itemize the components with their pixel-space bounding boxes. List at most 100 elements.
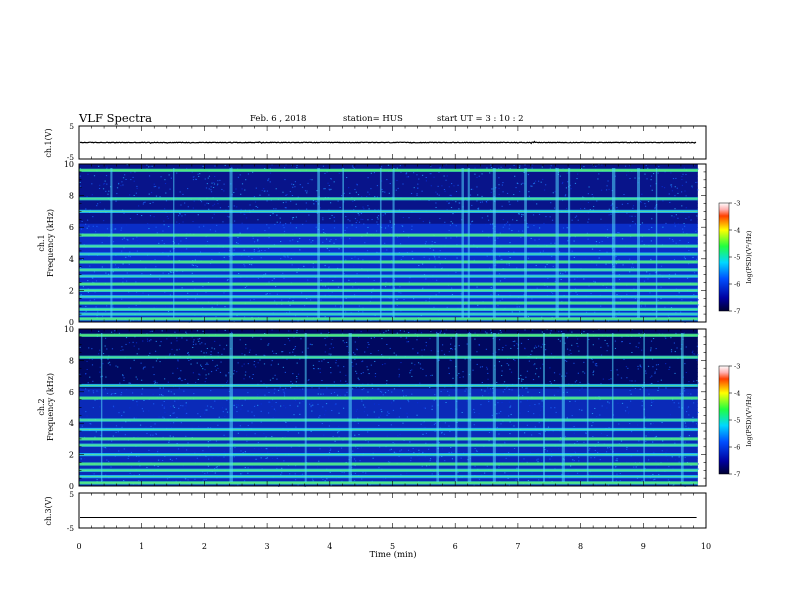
spectrogram-speckle (441, 455, 443, 457)
spectrogram-speckle (254, 201, 257, 203)
spectrogram-speckle (417, 352, 419, 354)
spectrogram-speckle (649, 185, 652, 187)
spectrogram-speckle (639, 388, 641, 390)
spectrogram-speckle (450, 194, 453, 196)
spectrogram-speckle (184, 408, 186, 410)
spectrogram-speckle (141, 379, 143, 381)
spectrogram-speckle (390, 424, 392, 426)
spectrogram-speckle (677, 192, 679, 194)
spectrogram-speckle (509, 421, 511, 423)
spectrogram-burst (317, 168, 320, 318)
spectrogram-speckle (376, 221, 378, 223)
spectrogram-speckle (687, 392, 689, 394)
spectrogram-speckle (123, 411, 125, 413)
spectrogram-speckle (257, 229, 259, 231)
spectrogram-speckle (601, 240, 603, 242)
spectrogram-background-row (79, 329, 698, 334)
spectrogram-speckle (287, 338, 290, 340)
spectrogram-speckle (164, 179, 166, 181)
spectrogram-speckle (694, 353, 696, 355)
chart-title: VLF Spectra (79, 111, 153, 125)
spectrogram-speckle (594, 281, 596, 283)
spectrogram-speckle (469, 223, 472, 225)
spectrogram-speckle (357, 447, 359, 449)
spectrogram-speckle (219, 179, 221, 181)
spectrogram-speckle (228, 391, 231, 393)
spectrogram-speckle (80, 458, 82, 460)
spectrogram-speckle (486, 465, 488, 467)
spectrogram-speckle (177, 448, 180, 450)
spectrogram-speckle (263, 188, 265, 190)
spectrogram-speckle (456, 257, 458, 259)
spectrogram-speckle (132, 176, 134, 178)
spectrogram-speckle (284, 207, 286, 209)
spectrogram-speckle (188, 484, 191, 486)
spectrogram-speckle (659, 421, 661, 423)
spectrogram-speckle (447, 390, 449, 392)
spectrogram-speckle (644, 370, 647, 372)
spectrogram-speckle (292, 186, 294, 188)
spectrogram-speckle (443, 175, 445, 177)
spectrogram-speckle (153, 186, 155, 188)
spectrogram-speckle (500, 365, 503, 367)
spectrogram-speckle (378, 467, 380, 469)
spectrogram-speckle (508, 264, 510, 266)
spectrogram-speckle (255, 187, 257, 189)
spectrogram-speckle (176, 443, 178, 445)
spectrogram-speckle (417, 187, 419, 189)
spectrogram-speckle (620, 440, 623, 442)
spectrogram-speckle (652, 422, 655, 424)
spectrogram-speckle (207, 203, 210, 205)
spectrogram-speckle (212, 407, 214, 409)
spectrogram-speckle (79, 181, 81, 183)
spectrogram-speckle (491, 250, 493, 252)
spectrogram-speckle (221, 407, 224, 409)
spectrogram-speckle (291, 194, 294, 196)
spectrogram-speckle (497, 294, 500, 296)
spectrogram-speckle (648, 393, 650, 395)
spectrogram-speckle (197, 413, 199, 415)
spectrogram-speckle (245, 217, 248, 219)
spectrogram-speckle (402, 422, 404, 424)
spectrogram-speckle (144, 366, 146, 368)
spectrogram-speckle (174, 400, 176, 402)
spectrogram-speckle (386, 249, 388, 251)
spectrogram-speckle (176, 221, 178, 223)
spectrogram-background-row (79, 203, 698, 208)
spectrogram-speckle (80, 228, 83, 230)
spectrogram-speckle (454, 345, 456, 347)
spectrogram-speckle (318, 387, 320, 389)
spectrogram-speckle (334, 404, 336, 406)
spectrogram-speckle (173, 354, 176, 356)
spectrogram-speckle (448, 202, 450, 204)
spectrogram-speckle (508, 228, 510, 230)
spectrogram-speckle (224, 415, 226, 417)
frequency-tick-label: 4 (69, 255, 74, 264)
spectrogram-speckle (640, 201, 642, 203)
spectrogram-speckle (281, 351, 283, 353)
spectrogram-speckle (183, 390, 185, 392)
spectrogram-speckle (307, 379, 309, 381)
spectrogram-speckle (120, 185, 122, 187)
spectrogram-speckle (122, 281, 124, 283)
spectrogram-speckle (207, 427, 209, 429)
spectrogram-speckle (326, 478, 328, 480)
spectrogram-speckle (641, 222, 644, 224)
spectrogram-speckle (249, 264, 251, 266)
spectrogram-speckle (392, 441, 394, 443)
spectrogram-speckle (100, 376, 102, 378)
spectrogram-speckle (246, 285, 248, 287)
spectrogram-speckle (400, 259, 402, 261)
spectrogram-speckle (118, 182, 120, 184)
spectrogram-speckle (367, 431, 369, 433)
spectrogram-speckle (592, 361, 594, 363)
spectrogram-speckle (490, 329, 492, 331)
spectrogram-speckle (216, 224, 218, 226)
spectrogram-speckle (104, 183, 106, 185)
spectrogram-speckle (92, 392, 95, 394)
spectrogram-speckle (697, 412, 699, 414)
spectrogram-speckle (371, 219, 373, 221)
spectrogram-speckle (118, 332, 121, 334)
spectrogram-speckle (150, 192, 153, 194)
spectrogram-speckle (125, 256, 127, 258)
